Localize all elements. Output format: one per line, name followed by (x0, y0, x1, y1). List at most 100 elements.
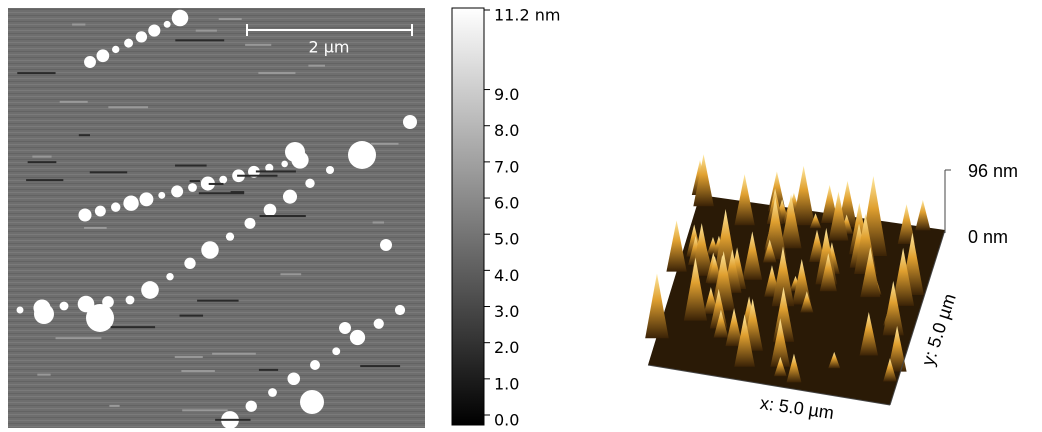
scan-streak (60, 101, 88, 103)
particle (164, 21, 171, 28)
z-bottom-label: 0 nm (968, 227, 1008, 247)
particle (96, 49, 109, 62)
colorbar-tick-label: 11.2 nm (494, 6, 560, 25)
particle (246, 401, 257, 412)
colorbar-ticks: 11.2 nm 9.0 8.0 7.0 6.0 5.0 4.0 3.0 2.0 1.0 0.0 (484, 6, 560, 429)
particle (124, 39, 133, 48)
particle (283, 190, 297, 204)
colorbar-tick-label: 4.0 (494, 266, 519, 285)
particle (95, 206, 106, 217)
scan-streak (373, 221, 384, 223)
scan-streak (259, 369, 278, 371)
scan-streak (28, 161, 57, 163)
particle (126, 296, 135, 305)
scan-streak (111, 326, 155, 328)
particle (305, 179, 314, 188)
scan-streak (260, 215, 306, 217)
particle (111, 202, 120, 211)
scan-streak (280, 273, 301, 275)
particle (264, 204, 277, 217)
particle (219, 176, 227, 184)
scan-streak (180, 315, 204, 317)
scan-streak (181, 370, 214, 372)
scan-streak (245, 44, 271, 46)
particle (112, 46, 119, 53)
scan-streak (209, 183, 224, 185)
scan-streak (109, 405, 119, 407)
scan-streak (197, 300, 238, 302)
particle (139, 192, 153, 206)
scan-streak (175, 165, 207, 167)
particle (34, 304, 54, 324)
peak (915, 200, 930, 230)
particle (326, 166, 334, 174)
particle (268, 388, 277, 397)
colorbar-tick-label: 6.0 (494, 194, 519, 213)
peak (666, 220, 686, 271)
colorbar (452, 8, 484, 425)
scale-bar-label: 2 µm (308, 38, 349, 57)
colorbar-tick-label: 3.0 (494, 302, 519, 321)
particle (339, 322, 351, 334)
afm-image (8, 8, 425, 428)
colorbar-tick-label: 7.0 (494, 157, 519, 176)
scan-streak (32, 156, 51, 158)
scan-streak (212, 353, 256, 355)
particle (201, 241, 218, 258)
particle (281, 161, 288, 168)
colorbar-tick-label: 9.0 (494, 85, 519, 104)
particle (285, 142, 305, 162)
scan-streak (72, 24, 85, 26)
colorbar-tick-label: 8.0 (494, 121, 519, 140)
afm-background (8, 8, 425, 428)
particle (310, 360, 320, 370)
peak (645, 273, 669, 338)
particle (374, 319, 384, 329)
particle (148, 25, 160, 37)
z-top-label: 96 nm (968, 161, 1018, 181)
scan-streak (308, 65, 325, 67)
scan-streak (37, 374, 50, 376)
particle (172, 10, 189, 27)
scan-streak (84, 227, 107, 229)
particle (332, 347, 340, 355)
particle (136, 31, 147, 42)
figure: 2 µm 11.2 nm 9.0 8.0 7.0 6.0 5.0 4.0 3.0 2.0 1.0 0… (0, 0, 1042, 428)
colorbar-tick-label: 0.0 (494, 411, 519, 429)
scan-streak (175, 356, 203, 358)
y-label: y: 5.0 µm (918, 291, 960, 368)
particle (184, 258, 195, 269)
particle (86, 304, 114, 332)
scan-streak (199, 192, 244, 194)
scan-streak (56, 337, 102, 339)
scan-streak (196, 30, 217, 32)
particle (350, 330, 365, 345)
scan-streak (215, 419, 250, 421)
scan-streak (237, 175, 277, 177)
scan-streak (90, 171, 127, 173)
particle (244, 218, 255, 229)
scan-streak (26, 179, 63, 181)
scan-streak (371, 143, 399, 145)
colorbar-tick-label: 5.0 (494, 230, 519, 249)
scan-streak (17, 72, 55, 74)
particle (17, 307, 24, 314)
particle (166, 273, 173, 280)
scan-streak (79, 134, 90, 136)
scan-streak (256, 170, 296, 172)
scan-streak (190, 180, 200, 182)
particle (348, 141, 376, 169)
particle (403, 115, 417, 129)
peak (734, 174, 754, 225)
particle (226, 233, 234, 241)
scan-streak (108, 106, 148, 108)
particle (287, 372, 300, 385)
particle (84, 56, 96, 68)
colorbar-tick-label: 2.0 (494, 338, 519, 357)
particle (78, 208, 91, 221)
scan-streak (219, 18, 242, 20)
particle (300, 390, 324, 414)
particle (171, 185, 183, 197)
particle (188, 183, 197, 192)
colorbar-tick-label: 1.0 (494, 374, 519, 393)
